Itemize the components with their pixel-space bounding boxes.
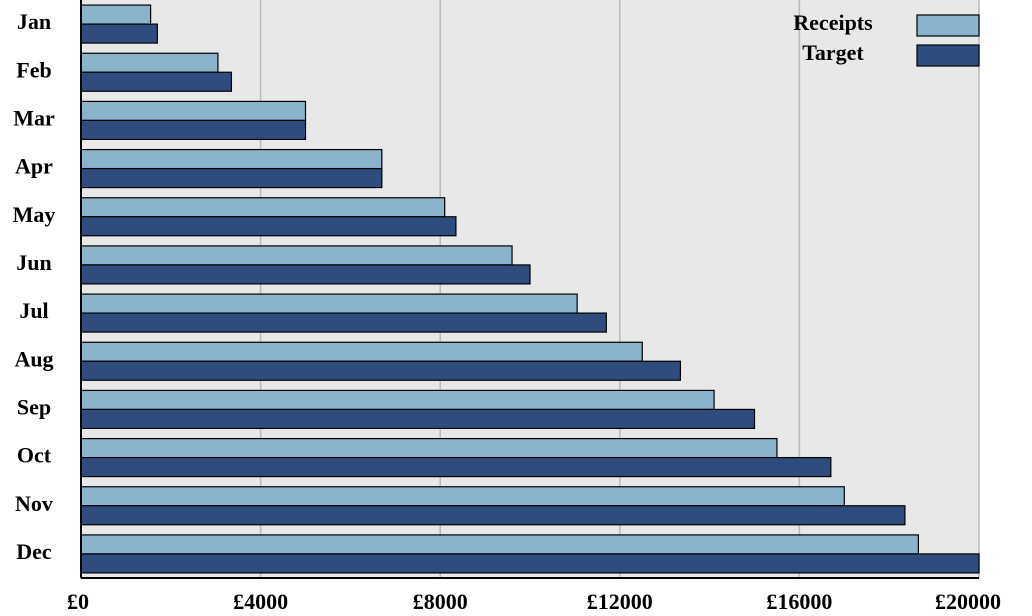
bar — [80, 4, 152, 25]
plot-area — [81, 0, 979, 578]
bar — [80, 167, 383, 189]
bar — [80, 505, 906, 526]
y-tick-label: Jul — [19, 298, 48, 323]
y-tick-label: Dec — [16, 539, 52, 564]
legend-label: Target — [802, 40, 864, 65]
bar — [80, 456, 832, 478]
bar — [80, 23, 158, 44]
x-tick-label: £16000 — [766, 589, 832, 614]
bar — [80, 216, 457, 237]
bar — [80, 71, 233, 92]
bar — [80, 148, 383, 170]
bar — [80, 437, 778, 459]
bar — [80, 389, 715, 411]
y-tick-label: Jun — [16, 250, 51, 275]
bar — [80, 197, 446, 218]
x-tick-label: £20000 — [935, 589, 1001, 614]
y-tick-label: Feb — [16, 57, 51, 82]
x-tick-label: £0 — [67, 589, 89, 614]
bar — [80, 408, 756, 430]
bar — [80, 52, 219, 73]
bar — [80, 534, 919, 555]
y-tick-label: Jan — [17, 9, 51, 34]
bar — [80, 360, 682, 381]
bar — [80, 312, 607, 333]
x-tick-label: £12000 — [587, 589, 653, 614]
y-tick-label: Mar — [13, 105, 55, 130]
bar — [80, 100, 307, 122]
y-tick-label: Apr — [15, 154, 53, 179]
legend-swatch — [916, 14, 980, 37]
x-tick-label: £4000 — [233, 589, 288, 614]
legend-label: Receipts — [793, 10, 873, 35]
y-tick-label: Nov — [15, 491, 53, 516]
bar — [80, 264, 531, 285]
bar — [80, 293, 578, 314]
y-tick-label: Sep — [17, 394, 51, 419]
bar — [80, 245, 513, 266]
y-tick-label: Oct — [17, 443, 52, 468]
bar — [80, 486, 845, 507]
y-tick-label: May — [13, 202, 56, 227]
bar — [80, 341, 643, 362]
legend-swatch — [916, 44, 980, 67]
x-tick-label: £8000 — [413, 589, 468, 614]
bar — [80, 119, 307, 141]
bar — [80, 553, 980, 574]
y-tick-label: Aug — [14, 346, 53, 371]
